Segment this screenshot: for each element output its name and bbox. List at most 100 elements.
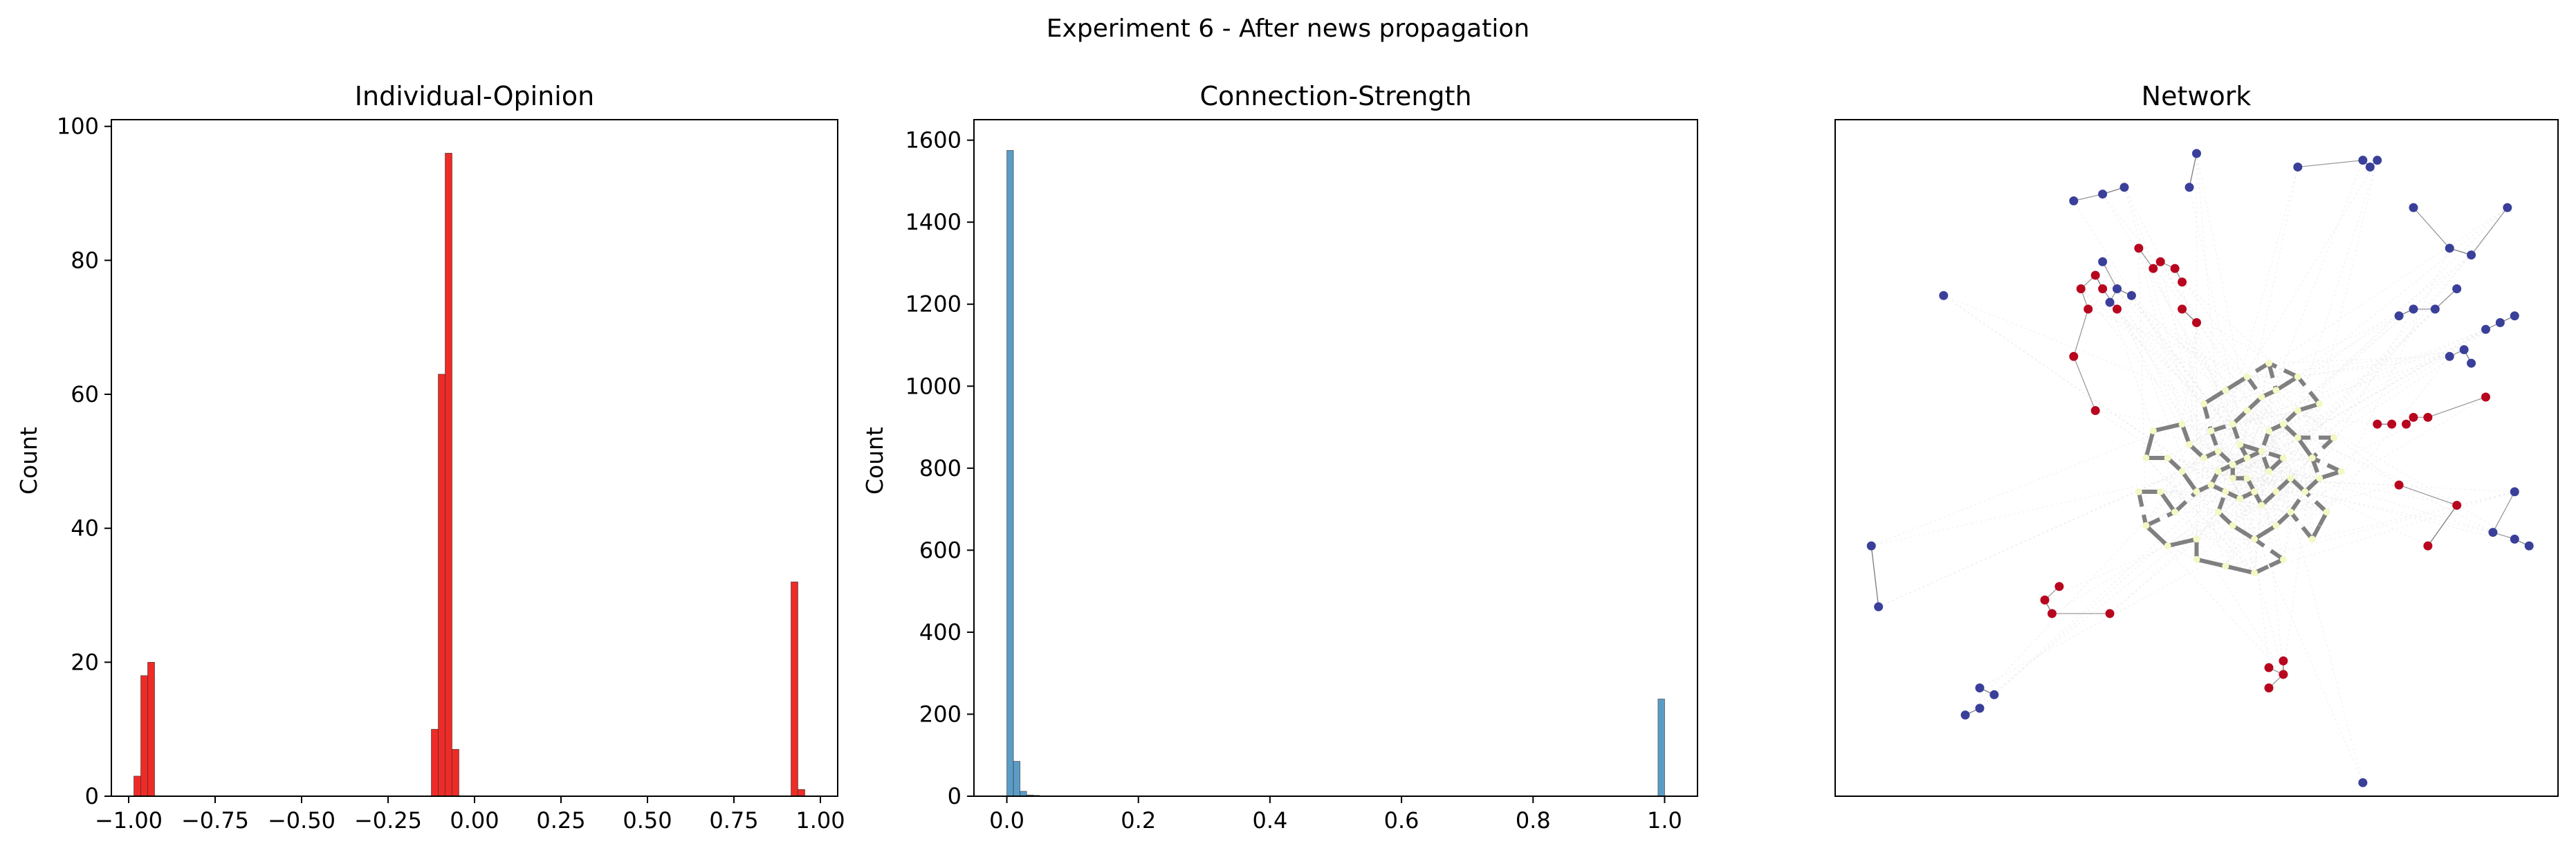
- network-node: [2155, 257, 2165, 266]
- strong-edge: [2225, 564, 2255, 576]
- network-node: [2207, 427, 2215, 434]
- strong-edge: [2180, 470, 2198, 493]
- faint-edge: [2167, 457, 2284, 546]
- strong-edge: [2288, 490, 2307, 513]
- faint-edge: [2326, 356, 2450, 513]
- network-node: [2373, 156, 2382, 165]
- thin-edge: [2427, 396, 2486, 418]
- faint-edge: [2225, 207, 2508, 567]
- network-node: [2358, 156, 2368, 165]
- network-node: [2409, 203, 2418, 212]
- faint-edge: [2290, 477, 2429, 546]
- network-node: [2294, 373, 2301, 380]
- network-node: [2265, 468, 2272, 475]
- x-tick-label: 0.50: [623, 807, 672, 834]
- network-node: [2069, 351, 2079, 361]
- y-tick-label: 20: [71, 649, 99, 675]
- network-node: [2279, 421, 2287, 428]
- faint-edge: [2232, 464, 2327, 513]
- y-tick-label: 60: [71, 381, 99, 407]
- faint-edge: [2297, 410, 2515, 540]
- faint-edge: [2275, 403, 2320, 526]
- faint-edge: [2102, 194, 2270, 472]
- faint-edge: [2109, 302, 2263, 506]
- network-node: [2069, 196, 2079, 205]
- network-node: [2193, 535, 2200, 543]
- network-node: [2200, 454, 2207, 461]
- y-tick-label: 1000: [905, 373, 962, 399]
- network-node: [2294, 407, 2301, 414]
- faint-edge: [2153, 430, 2198, 540]
- faint-edge: [2167, 545, 2197, 560]
- y-tick-label: 0: [948, 783, 962, 809]
- network-node: [2251, 569, 2258, 577]
- faint-edge: [2203, 450, 2262, 459]
- faint-edge: [2326, 248, 2450, 513]
- network-node: [2409, 304, 2418, 314]
- network-node: [2178, 277, 2187, 287]
- faint-edge: [2297, 356, 2450, 378]
- histogram-bar: [147, 662, 155, 797]
- faint-edge: [2044, 477, 2320, 600]
- network-node: [2207, 481, 2215, 489]
- network-node: [2423, 541, 2433, 551]
- faint-edge: [1871, 376, 2299, 546]
- histogram-bar: [1020, 791, 1027, 797]
- strong-edge: [2253, 537, 2285, 562]
- plot-frame: [973, 119, 1698, 797]
- network-node: [2184, 183, 2194, 192]
- panel-connection-strength: Connection-Strength Count 0.0 0.2 0.4 0.6 0.…: [861, 81, 1698, 834]
- network-node: [2178, 304, 2187, 314]
- network-node: [2265, 360, 2272, 367]
- histogram-bar: [1013, 761, 1020, 797]
- faint-edge: [2095, 410, 2211, 432]
- faint-edge: [2254, 288, 2458, 493]
- faint-edge: [2297, 410, 2313, 540]
- faint-edge: [2182, 423, 2312, 459]
- network-node: [2113, 304, 2122, 314]
- faint-edge: [2160, 491, 2241, 499]
- thin-edge: [1870, 546, 1879, 607]
- y-tick-label: 80: [71, 247, 99, 273]
- network-node: [2048, 609, 2057, 618]
- network-node: [2098, 284, 2108, 293]
- thin-edge: [2471, 207, 2508, 255]
- network-node: [2229, 522, 2236, 529]
- network-node: [2142, 522, 2150, 529]
- axis-ticks: 0.0 0.2 0.4 0.6 0.8 1.0 0 200 400 600 800 1000 1200 1…: [905, 127, 1682, 834]
- network-node: [2272, 387, 2280, 394]
- faint-edge: [2261, 396, 2320, 479]
- strong-edge: [2173, 490, 2198, 514]
- network-node: [2445, 351, 2454, 361]
- strong-edge: [2246, 361, 2270, 379]
- network-node: [2430, 304, 2440, 314]
- network-node: [2258, 448, 2265, 455]
- faint-edge: [2080, 288, 2291, 479]
- strong-edge: [2261, 449, 2284, 460]
- strong-edge: [2144, 524, 2169, 548]
- histogram-bars: [1006, 150, 1665, 797]
- histogram-bar: [791, 581, 798, 797]
- network-node: [2510, 487, 2519, 497]
- faint-edge: [2232, 356, 2450, 425]
- faint-edge: [2189, 322, 2198, 445]
- faint-edge: [2268, 430, 2306, 493]
- network-node: [2105, 609, 2115, 618]
- faint-edge: [2160, 471, 2183, 493]
- faint-edge: [2276, 470, 2342, 493]
- faint-edge: [2225, 491, 2306, 567]
- network-node: [2287, 475, 2294, 482]
- faint-edge: [2225, 498, 2241, 567]
- network-node: [2090, 406, 2100, 416]
- network-node: [2222, 562, 2229, 570]
- thin-edge: [2427, 505, 2458, 546]
- faint-edge: [2167, 457, 2291, 479]
- network-node: [2402, 419, 2411, 429]
- network-node: [2076, 284, 2086, 293]
- network-node: [2279, 670, 2288, 679]
- network-node: [1939, 291, 1949, 300]
- network-node: [2503, 203, 2512, 212]
- y-tick-label: 100: [57, 113, 99, 140]
- network-node: [2236, 495, 2244, 502]
